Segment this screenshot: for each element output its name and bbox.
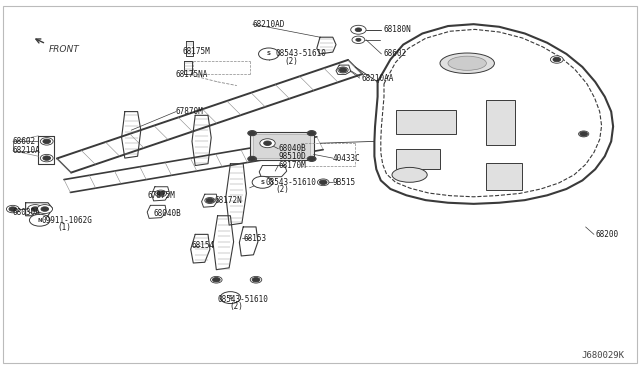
Ellipse shape [448, 56, 486, 70]
Text: (2): (2) [229, 302, 243, 311]
Text: J680029K: J680029K [581, 351, 624, 360]
Circle shape [28, 205, 43, 214]
Circle shape [308, 131, 316, 135]
Circle shape [248, 156, 257, 161]
Circle shape [338, 67, 348, 73]
Circle shape [248, 157, 256, 161]
Circle shape [248, 131, 257, 136]
Text: 68602: 68602 [13, 137, 36, 146]
Circle shape [579, 131, 589, 137]
Circle shape [580, 132, 588, 136]
Text: 09911-1062G: 09911-1062G [42, 216, 92, 225]
Bar [486, 163, 522, 190]
Text: FRONT: FRONT [49, 45, 79, 54]
Text: 68153: 68153 [243, 234, 266, 243]
Text: 68175M: 68175M [182, 47, 210, 56]
Circle shape [355, 28, 362, 32]
Circle shape [352, 36, 365, 44]
Circle shape [211, 276, 222, 283]
Circle shape [212, 278, 220, 282]
Circle shape [317, 179, 329, 186]
Text: 68170M: 68170M [278, 161, 306, 170]
Circle shape [9, 207, 17, 211]
Text: 68040B: 68040B [278, 144, 306, 153]
Text: 67875M: 67875M [147, 191, 175, 200]
Ellipse shape [392, 167, 428, 182]
Circle shape [43, 156, 51, 160]
Text: S: S [228, 295, 232, 300]
Text: 68210AD: 68210AD [253, 20, 285, 29]
Text: (2): (2) [285, 57, 299, 66]
Text: 68175NA: 68175NA [176, 70, 209, 79]
Circle shape [206, 198, 214, 203]
Circle shape [31, 207, 39, 211]
Bar [253, 134, 310, 158]
Text: (1): (1) [58, 223, 72, 232]
Text: S: S [260, 180, 264, 185]
Circle shape [351, 25, 366, 34]
Circle shape [307, 131, 316, 136]
Text: (2): (2) [275, 185, 289, 194]
Text: 67870M: 67870M [176, 107, 204, 116]
Circle shape [157, 191, 164, 196]
Circle shape [259, 48, 279, 60]
Circle shape [252, 176, 273, 188]
Text: 08543-51610: 08543-51610 [275, 49, 326, 58]
Text: 68154: 68154 [192, 241, 215, 250]
Circle shape [260, 139, 275, 148]
Text: 98510D: 98510D [278, 153, 306, 161]
Text: 08543-51610: 08543-51610 [266, 178, 316, 187]
Text: 68602: 68602 [384, 49, 407, 58]
Bar [486, 100, 515, 145]
Text: 68030A: 68030A [13, 208, 40, 217]
Circle shape [220, 292, 241, 304]
Circle shape [308, 157, 316, 161]
Circle shape [356, 38, 361, 41]
Circle shape [205, 198, 215, 203]
Text: 68180N: 68180N [384, 25, 412, 34]
Circle shape [40, 138, 53, 145]
Circle shape [43, 139, 51, 144]
Text: 9B515: 9B515 [333, 178, 356, 187]
Text: 08543-51610: 08543-51610 [218, 295, 268, 304]
Circle shape [553, 57, 561, 62]
Text: S: S [267, 51, 271, 57]
Text: 68210AA: 68210AA [362, 74, 394, 83]
Circle shape [29, 214, 50, 226]
Circle shape [155, 190, 166, 197]
Circle shape [250, 276, 262, 283]
Circle shape [550, 56, 563, 63]
Bar [250, 132, 314, 160]
Bar [396, 149, 440, 169]
Text: 68172N: 68172N [214, 196, 242, 205]
Circle shape [248, 131, 256, 135]
Circle shape [41, 207, 49, 211]
Circle shape [319, 180, 327, 185]
Text: 68200: 68200 [595, 230, 618, 239]
Circle shape [264, 141, 271, 145]
Circle shape [307, 156, 316, 161]
Circle shape [40, 154, 53, 162]
Bar [396, 110, 456, 134]
Circle shape [339, 68, 347, 72]
Text: 68040B: 68040B [154, 209, 181, 218]
Text: N: N [37, 218, 42, 223]
Text: 68210A: 68210A [13, 146, 40, 155]
Circle shape [6, 205, 19, 213]
Circle shape [37, 205, 52, 214]
Circle shape [252, 278, 260, 282]
Text: 40433C: 40433C [333, 154, 360, 163]
Ellipse shape [440, 53, 494, 74]
